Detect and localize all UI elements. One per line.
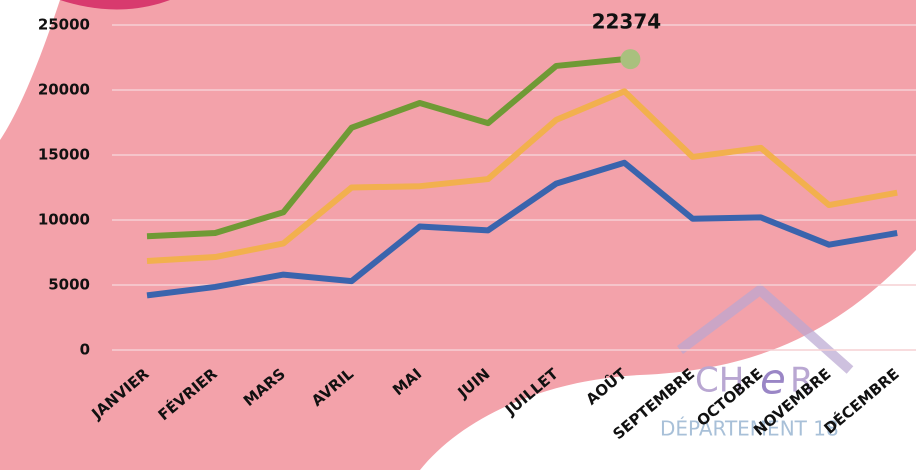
y-tick-label: 0 (80, 341, 90, 359)
end-point (620, 49, 640, 69)
page: CH e R DÉPARTEMENT 18 050001000015000200… (0, 0, 916, 470)
y-tick-label: 10000 (38, 211, 90, 229)
chart: CH e R DÉPARTEMENT 18 050001000015000200… (0, 0, 916, 470)
y-tick-label: 5000 (48, 276, 90, 294)
y-tick-label: 20000 (38, 81, 90, 99)
data-label: 22374 (592, 10, 662, 34)
y-tick-label: 15000 (38, 146, 90, 164)
watermark: DÉPARTEMENT 18 (660, 417, 839, 441)
y-tick-label: 25000 (38, 16, 90, 34)
